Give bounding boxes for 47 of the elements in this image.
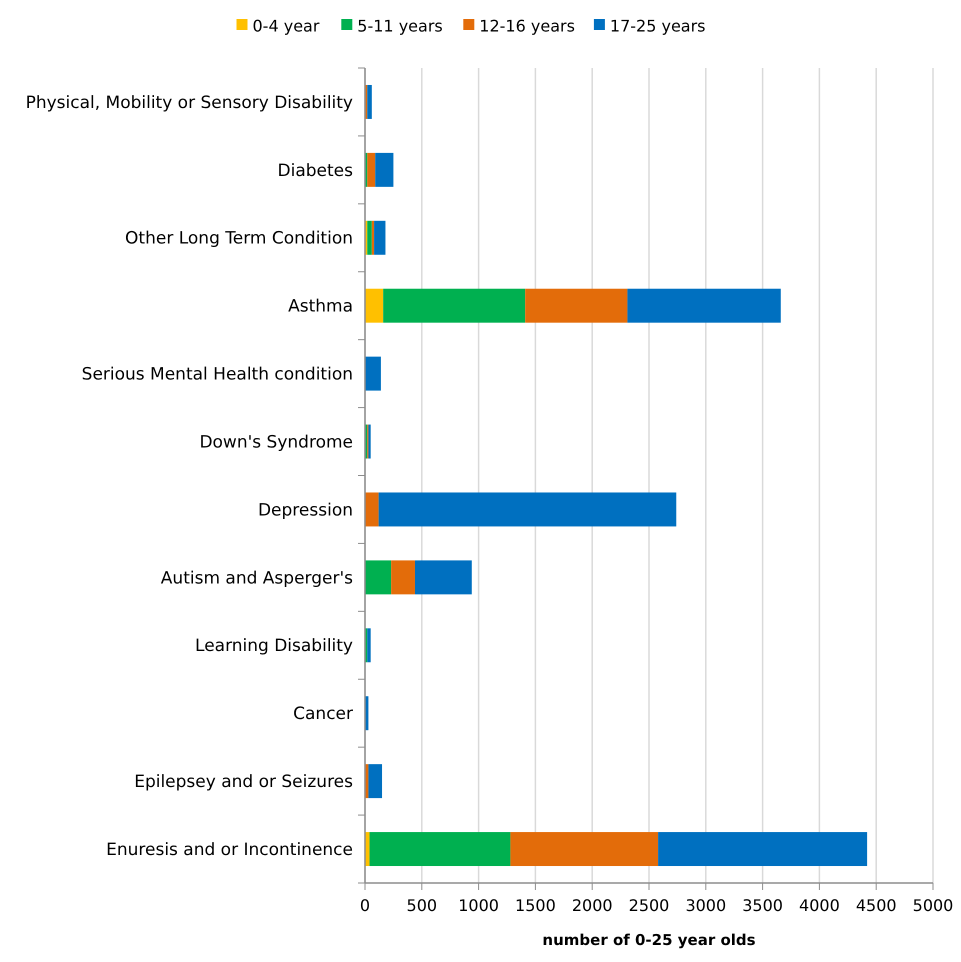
x-tick-label: 0 [360, 896, 370, 915]
y-tick-label: Asthma [288, 296, 353, 317]
y-tick-label: Serious Mental Health condition [82, 364, 353, 385]
y-tick-label: Physical, Mobility or Sensory Disability [26, 92, 353, 113]
bar [365, 560, 392, 594]
bar [383, 288, 526, 323]
bar [370, 832, 510, 866]
x-tick-label: 4000 [799, 896, 840, 915]
bar [627, 288, 781, 323]
bar [368, 764, 382, 798]
bar [365, 356, 381, 391]
bar [367, 84, 372, 119]
x-tick-label: 1500 [515, 896, 556, 915]
x-axis-title: number of 0-25 year olds [542, 931, 756, 949]
bar [510, 832, 658, 866]
y-tick-label: Diabetes [278, 160, 354, 181]
bar [374, 220, 386, 255]
bar [378, 492, 676, 526]
y-tick-label: Cancer [293, 704, 354, 724]
y-tick-label: Other Long Term Condition [125, 228, 353, 249]
bar [525, 288, 628, 323]
bar [367, 220, 372, 255]
y-tick-label: Depression [258, 500, 353, 520]
legend-label: 0-4 year [252, 16, 320, 36]
bar [414, 560, 472, 594]
bar [365, 288, 384, 323]
x-tick-label: 2000 [572, 896, 613, 915]
x-tick-label: 1000 [458, 896, 499, 915]
bar [658, 832, 868, 866]
y-tick-label: Enuresis and or Incontinence [106, 840, 353, 860]
bar [365, 492, 379, 526]
x-tick-label: 4500 [856, 896, 897, 915]
bar [367, 152, 376, 187]
y-tick-label: Down's Syndrome [199, 432, 353, 452]
x-tick-label: 3500 [742, 896, 783, 915]
legend-label: 5-11 years [357, 16, 443, 36]
legend-label: 17-25 years [610, 16, 706, 36]
y-tick-label: Autism and Asperger's [160, 568, 354, 588]
bar [375, 152, 394, 187]
x-tick-label: 500 [406, 896, 438, 915]
y-tick-label: Learning Disability [195, 636, 353, 656]
y-tick-label: Epilepsey and or Seizures [134, 772, 354, 792]
x-tick-label: 5000 [912, 896, 954, 915]
x-tick-label: 3000 [685, 896, 726, 915]
x-tick-label: 2500 [628, 896, 670, 915]
bar [391, 560, 415, 594]
legend-label: 12-16 years [479, 16, 575, 36]
